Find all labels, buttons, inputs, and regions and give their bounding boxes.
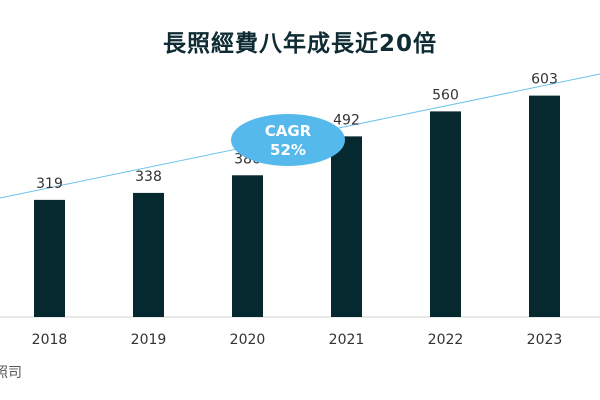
bar-2021 [331,136,362,317]
bar-2023 [529,95,560,317]
x-tick-2020: 2020 [230,332,266,348]
cagr-badge [231,114,345,166]
chart-title: 長照經費八年成長近20倍 [162,31,437,57]
data-label-2022: 560 [432,87,459,103]
source-note: 照司 [0,365,22,381]
data-label-2021: 492 [333,112,360,128]
cagr-text-line-2: 52% [270,141,306,159]
data-label-2018: 319 [36,176,63,192]
cagr-text-line-1: CAGR [265,122,312,140]
x-tick-2022: 2022 [428,332,464,348]
bar-2019 [133,192,164,317]
bar-2022 [430,111,461,318]
bar-2018 [34,199,65,317]
data-label-2023: 603 [531,72,558,88]
x-tick-2018: 2018 [32,332,68,348]
x-tick-2021: 2021 [329,332,365,348]
data-label-2019: 338 [135,169,162,185]
x-tick-2019: 2019 [131,332,167,348]
bar-2020 [232,175,263,317]
x-tick-2023: 2023 [527,332,563,348]
